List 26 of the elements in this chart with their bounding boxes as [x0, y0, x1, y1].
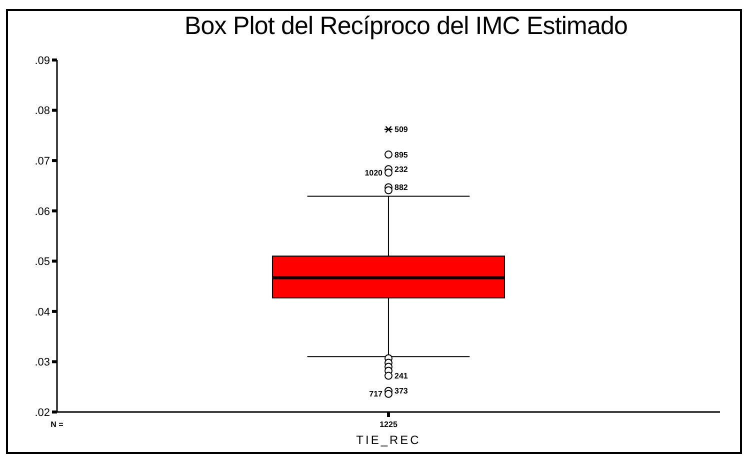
annotation: 232: [394, 164, 408, 174]
chart-title: Box Plot del Recíproco del IMC Estimado: [184, 12, 628, 40]
annotation: 373: [394, 386, 408, 396]
annotation: 895: [394, 150, 408, 160]
y-tick-label: .07: [34, 155, 50, 168]
y-tick-label: .05: [34, 256, 50, 268]
point: [384, 168, 392, 177]
y-tick-label: .02: [34, 406, 50, 419]
annotation: 882: [394, 183, 408, 192]
text: 1225: [378, 420, 398, 430]
annotation: 1020: [364, 168, 384, 178]
y-tick-label: .04: [34, 306, 50, 318]
annotation: 717: [369, 390, 384, 399]
point: [384, 372, 392, 380]
annotation: 509: [394, 125, 408, 134]
text: N =: [50, 420, 64, 430]
x-tick-label: TIE_REC: [356, 433, 421, 447]
point: [384, 126, 394, 133]
y-tick-label: .03: [34, 356, 50, 369]
point: [384, 390, 392, 398]
y-tick-label: .06: [34, 206, 50, 218]
y-tick-label: .09: [34, 54, 50, 67]
annotation: 241: [394, 372, 408, 381]
point: [384, 186, 392, 194]
y-tick-label: .08: [34, 105, 50, 118]
point: [384, 150, 392, 159]
